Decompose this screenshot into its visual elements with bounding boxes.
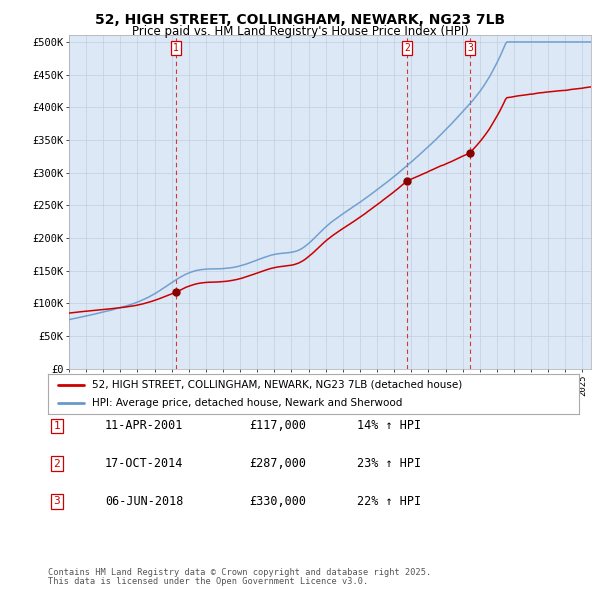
Text: £117,000: £117,000: [249, 419, 306, 432]
Text: 52, HIGH STREET, COLLINGHAM, NEWARK, NG23 7LB (detached house): 52, HIGH STREET, COLLINGHAM, NEWARK, NG2…: [92, 380, 462, 390]
Text: 3: 3: [467, 43, 473, 53]
Text: HPI: Average price, detached house, Newark and Sherwood: HPI: Average price, detached house, Newa…: [92, 398, 402, 408]
Text: 22% ↑ HPI: 22% ↑ HPI: [357, 495, 421, 508]
Text: 11-APR-2001: 11-APR-2001: [105, 419, 184, 432]
Text: 52, HIGH STREET, COLLINGHAM, NEWARK, NG23 7LB: 52, HIGH STREET, COLLINGHAM, NEWARK, NG2…: [95, 13, 505, 27]
Text: 23% ↑ HPI: 23% ↑ HPI: [357, 457, 421, 470]
Text: £287,000: £287,000: [249, 457, 306, 470]
Text: 14% ↑ HPI: 14% ↑ HPI: [357, 419, 421, 432]
Text: 3: 3: [53, 497, 61, 506]
Text: £330,000: £330,000: [249, 495, 306, 508]
Text: This data is licensed under the Open Government Licence v3.0.: This data is licensed under the Open Gov…: [48, 577, 368, 586]
Text: 2: 2: [404, 43, 410, 53]
Text: 2: 2: [53, 459, 61, 468]
Text: 06-JUN-2018: 06-JUN-2018: [105, 495, 184, 508]
Text: 1: 1: [173, 43, 179, 53]
Text: Price paid vs. HM Land Registry's House Price Index (HPI): Price paid vs. HM Land Registry's House …: [131, 25, 469, 38]
Text: 1: 1: [53, 421, 61, 431]
Text: Contains HM Land Registry data © Crown copyright and database right 2025.: Contains HM Land Registry data © Crown c…: [48, 568, 431, 577]
Text: 17-OCT-2014: 17-OCT-2014: [105, 457, 184, 470]
